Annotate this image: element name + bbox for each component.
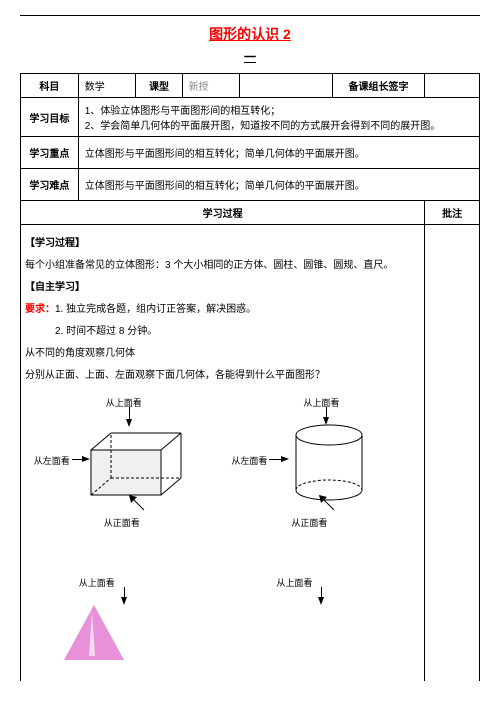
keypoint-label: 学习重点 — [21, 137, 79, 169]
req1-text: 1. 独立完成各题，组内订正答案，解决困惑。 — [55, 304, 256, 315]
arrow-line — [326, 407, 327, 417]
page-container: 图形的认识 2 一 科目 数学 课型 新授 备课组长签字 学习目标 1、体验立体… — [20, 15, 480, 681]
cylinder-top-label: 从上面看 — [303, 395, 339, 412]
subject-value: 数学 — [78, 74, 136, 98]
goal-line2: 2、学会简单几何体的平面展开图，知道按不同的方式展开会得到不同的展开图。 — [85, 117, 473, 132]
section2-head: 【自主学习】 — [25, 278, 420, 297]
arrow-down-icon — [318, 597, 324, 605]
arrow-line — [72, 459, 82, 460]
figures-row: 从上面看 从左面看 — [25, 395, 420, 535]
arrow-line — [124, 587, 125, 597]
doc-title: 图形的认识 2 — [20, 24, 480, 44]
cuboid-top-label: 从上面看 — [106, 395, 142, 412]
signer-label: 备课组长签字 — [332, 74, 424, 98]
req-label: 要求： — [25, 304, 55, 315]
blank-cell — [240, 74, 332, 98]
header-row: 科目 数学 课型 新授 备课组长签字 — [21, 74, 480, 98]
type-value: 新授 — [182, 74, 240, 98]
content-cell: 【学习过程】 每个小组准备常见的立体图形：3 个大小相同的正方体、圆柱、圆锥、圆… — [21, 225, 425, 682]
signer-value — [425, 74, 480, 98]
process-label: 学习过程 — [21, 201, 425, 225]
arrow-down-icon — [121, 597, 127, 605]
cone-highlight — [89, 611, 95, 656]
bottom-section: 从上面看 从上面看 — [25, 575, 420, 675]
cuboid-figure: 从上面看 从左面看 — [34, 395, 214, 535]
cone2-top-label: 从上面看 — [276, 575, 312, 592]
content-row: 【学习过程】 每个小组准备常见的立体图形：3 个大小相同的正方体、圆柱、圆锥、圆… — [21, 225, 480, 682]
cone-figure-2: 从上面看 — [231, 575, 411, 675]
section1-body: 每个小组准备常见的立体图形：3 个大小相同的正方体、圆柱、圆锥、圆规、直尺。 — [25, 256, 420, 275]
notes-label: 批注 — [425, 201, 480, 225]
section1-head: 【学习过程】 — [25, 234, 420, 253]
line3-text: 从不同的角度观察几何体 — [25, 344, 420, 363]
cylinder-left-label: 从左面看 — [231, 453, 267, 470]
arrow-diag-icon — [319, 495, 339, 515]
cuboid-front-label: 从正面看 — [104, 515, 140, 532]
goal-row: 学习目标 1、体验立体图形与平面图形间的相互转化； 2、学会简单几何体的平面展开… — [21, 98, 480, 137]
arrow-line — [321, 587, 322, 597]
goal-line1: 1、体验立体图形与平面图形间的相互转化； — [85, 102, 473, 117]
requirement-line: 要求：1. 独立完成各题，组内订正答案，解决困惑。 — [25, 300, 420, 319]
difficulty-row: 学习难点 立体图形与平面图形间的相互转化；简单几何体的平面展开图。 — [21, 169, 480, 201]
content-body: 【学习过程】 每个小组准备常见的立体图形：3 个大小相同的正方体、圆柱、圆锥、圆… — [21, 225, 424, 681]
subject-label: 科目 — [21, 74, 79, 98]
cone-figure: 从上面看 — [34, 575, 214, 675]
arrow-diag-icon — [129, 495, 149, 515]
difficulty-label: 学习难点 — [21, 169, 79, 201]
keypoint-value: 立体图形与平面图形间的相互转化；简单几何体的平面展开图。 — [78, 137, 479, 169]
arrow-line — [269, 459, 281, 460]
notes-cell — [425, 225, 480, 682]
cylinder-front-label: 从正面看 — [291, 515, 327, 532]
arrow-line — [129, 407, 130, 419]
type-label: 课型 — [136, 74, 182, 98]
lesson-table: 科目 数学 课型 新授 备课组长签字 学习目标 1、体验立体图形与平面图形间的相… — [20, 73, 480, 681]
cone-top-label: 从上面看 — [79, 575, 115, 592]
keypoint-row: 学习重点 立体图形与平面图形间的相互转化；简单几何体的平面展开图。 — [21, 137, 480, 169]
cylinder-figure: 从上面看 从左面看 — [231, 395, 411, 535]
difficulty-value: 立体图形与平面图形间的相互转化；简单几何体的平面展开图。 — [78, 169, 479, 201]
req2-text: 2. 时间不超过 8 分钟。 — [25, 322, 420, 341]
line4-text: 分别从正面、上面、左面观察下面几何体，各能得到什么平面图形？ — [25, 366, 420, 385]
goal-label: 学习目标 — [21, 98, 79, 137]
cuboid-left-label: 从左面看 — [34, 453, 70, 470]
process-header-row: 学习过程 批注 — [21, 201, 480, 225]
arrow-right-icon — [281, 456, 289, 462]
doc-subtitle: 一 — [20, 48, 480, 65]
goal-cell: 1、体验立体图形与平面图形间的相互转化； 2、学会简单几何体的平面展开图，知道按… — [78, 98, 479, 137]
